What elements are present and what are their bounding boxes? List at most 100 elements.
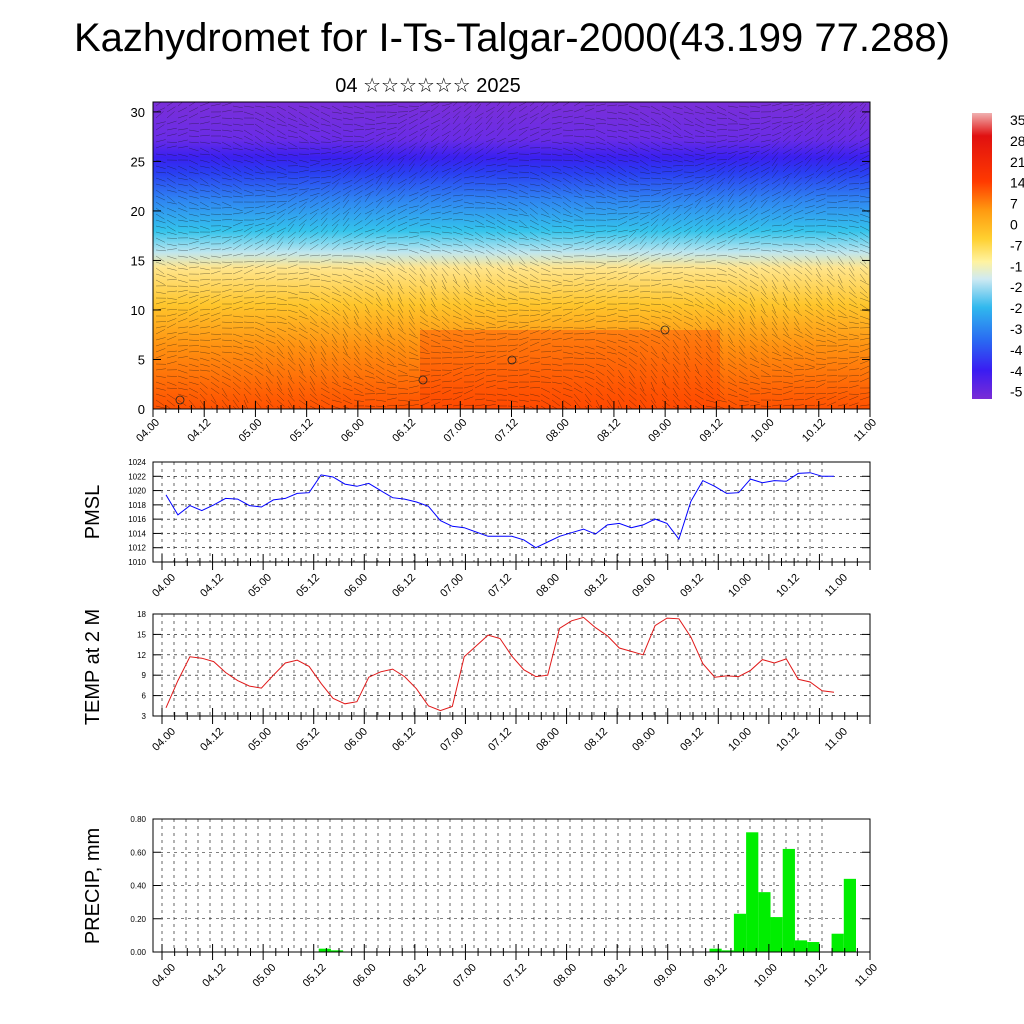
- wind-barb: [507, 213, 518, 217]
- wind-barb: [320, 327, 330, 335]
- wind-barb: [793, 142, 803, 149]
- wind-barb: [166, 120, 177, 125]
- wind-barb: [760, 243, 771, 245]
- wind-barb: [782, 369, 793, 374]
- wind-barb: [298, 381, 306, 391]
- wind-barb: [155, 102, 162, 107]
- wind-barb: [584, 381, 594, 388]
- wind-barb: [793, 339, 802, 347]
- wind-barb: [507, 375, 518, 377]
- wind-barb: [232, 270, 243, 275]
- wind-barb: [243, 261, 254, 263]
- wind-barb: [298, 284, 309, 287]
- wind-barb: [375, 122, 386, 125]
- wind-barb: [837, 116, 846, 125]
- wind-barb: [199, 387, 208, 396]
- wind-barb: [452, 261, 460, 271]
- wind-barb: [496, 273, 505, 281]
- wind-barb: [738, 404, 749, 407]
- wind-barb: [727, 175, 735, 185]
- wind-barb: [221, 189, 232, 193]
- wind-barb: [606, 219, 617, 221]
- wind-barb: [375, 136, 385, 143]
- wind-barb: [199, 369, 210, 372]
- wind-barb: [771, 243, 782, 246]
- wind-barb: [716, 255, 727, 257]
- wind-barb: [441, 218, 452, 221]
- wind-barb: [760, 309, 769, 318]
- wind-barb: [375, 181, 383, 191]
- wind-barb: [177, 273, 188, 277]
- wind-barb: [716, 220, 726, 227]
- wind-barb: [320, 169, 331, 173]
- wind-barb: [848, 219, 859, 223]
- wind-barb: [496, 201, 507, 207]
- wind-barb: [650, 192, 661, 197]
- wind-barb: [364, 117, 375, 121]
- wind-barb: [364, 333, 371, 343]
- wind-barb: [485, 195, 496, 199]
- wind-barb: [837, 140, 846, 149]
- wind-barb: [298, 309, 308, 317]
- wind-barb: [551, 201, 562, 207]
- wind-barb: [628, 257, 638, 263]
- wind-barb: [254, 252, 265, 257]
- wind-barb: [606, 183, 617, 189]
- wind-barb: [221, 369, 231, 376]
- wind-barb: [188, 387, 198, 393]
- wind-barb: [683, 273, 694, 277]
- wind-barb: [474, 249, 485, 254]
- wind-barb: [540, 225, 550, 232]
- y-tick-label: 0.80: [130, 815, 146, 824]
- wind-barb: [551, 329, 562, 335]
- wind-barb: [397, 279, 403, 290]
- wind-barb: [518, 273, 528, 279]
- wind-barb: [628, 357, 637, 365]
- wind-barb: [166, 313, 177, 317]
- wind-barb: [529, 201, 539, 209]
- wind-barb: [573, 213, 583, 219]
- x-tick-label: 10.00: [749, 417, 777, 445]
- wind-barb: [199, 201, 209, 208]
- wind-barb: [639, 339, 649, 347]
- wind-barb: [265, 270, 276, 275]
- wind-barb: [331, 135, 342, 139]
- wind-barb: [661, 333, 670, 341]
- wind-barb: [628, 351, 638, 357]
- wind-barb: [276, 369, 284, 378]
- wind-barb: [683, 252, 694, 257]
- wind-barb: [650, 123, 661, 127]
- wind-barb: [760, 234, 771, 239]
- wind-barb: [243, 399, 249, 409]
- wind-barb: [815, 179, 826, 185]
- wind-barb: [738, 189, 747, 197]
- wind-barb: [595, 103, 606, 107]
- wind-barb: [826, 303, 835, 312]
- wind-barb: [837, 255, 844, 265]
- wind-barb: [463, 189, 474, 191]
- wind-barb: [573, 305, 584, 311]
- wind-barb: [540, 369, 551, 371]
- wind-barb: [606, 276, 617, 281]
- wind-barb: [584, 312, 595, 317]
- y-tick-label: 15: [131, 253, 145, 268]
- wind-barb: [848, 187, 859, 191]
- wind-barb: [331, 357, 339, 366]
- wind-barb: [243, 159, 254, 164]
- wind-barb: [199, 159, 210, 163]
- wind-barb: [199, 363, 210, 367]
- wind-barb: [848, 255, 856, 265]
- wind-barb: [716, 321, 723, 331]
- x-tick-label: 05.12: [294, 572, 322, 600]
- wind-barb: [782, 315, 789, 325]
- wind-barb: [595, 147, 606, 151]
- wind-barb: [441, 371, 452, 377]
- wind-barb: [408, 391, 419, 395]
- wind-barb: [155, 255, 165, 262]
- wind-barb: [837, 225, 848, 229]
- wind-barb: [331, 243, 340, 251]
- wind-barb: [177, 399, 187, 406]
- wind-barb: [177, 331, 188, 335]
- wind-barb: [639, 321, 650, 325]
- wind-barb: [408, 242, 419, 245]
